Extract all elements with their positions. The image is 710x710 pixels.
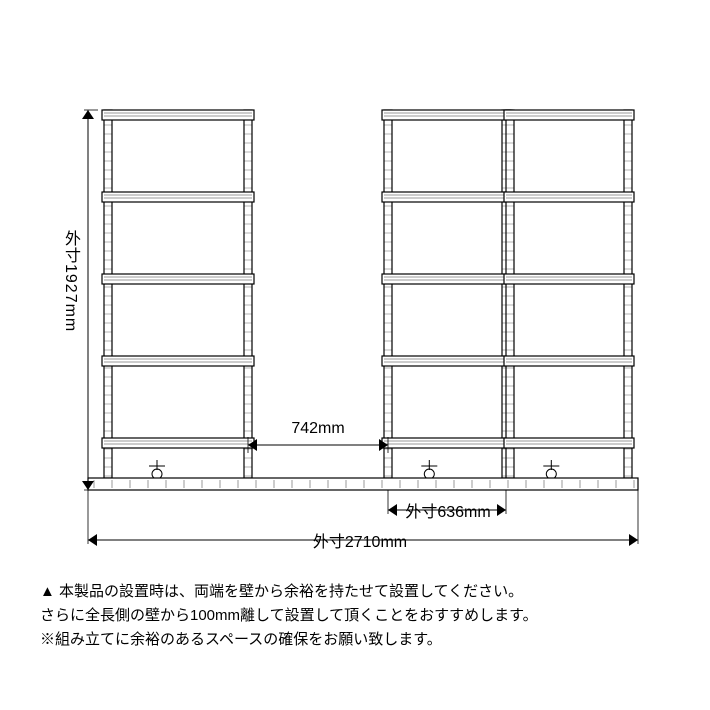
diagram-svg [0,0,710,560]
technical-diagram: 外寸1927mm 742mm 外寸636mm 外寸2710mm [0,0,710,560]
dim-height-label: 外寸1927mm [58,230,82,332]
note-line-2: さらに全長側の壁から100mm離して設置して頂くことをおすすめします。 [40,604,670,628]
dim-gap-label: 742mm [268,420,368,438]
note-line-1: ▲ 本製品の設置時は、両端を壁から余裕を持たせて設置してください。 [40,580,670,604]
page-container: 外寸1927mm 742mm 外寸636mm 外寸2710mm ▲ 本製品の設置… [0,0,710,710]
dim-unit-width-label: 外寸636mm [388,498,508,522]
installation-notes: ▲ 本製品の設置時は、両端を壁から余裕を持たせて設置してください。 さらに全長側… [40,580,670,652]
note-line-3: ※組み立てに余裕のあるスペースの確保をお願い致します。 [40,628,670,652]
dim-total-width-label: 外寸2710mm [260,528,460,552]
